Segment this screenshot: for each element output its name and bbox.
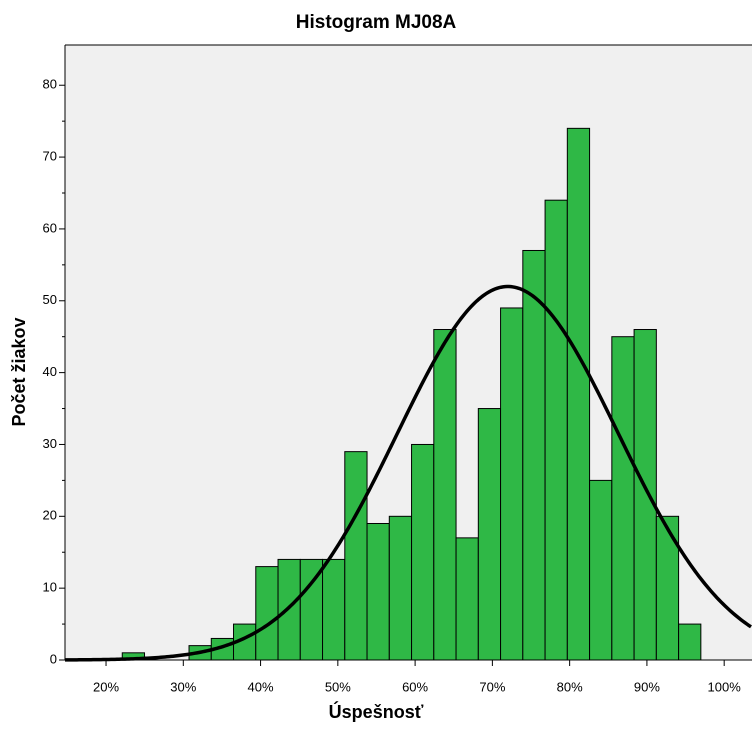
x-tick-label: 70% <box>479 679 505 694</box>
y-tick-label: 10 <box>43 580 57 595</box>
bar <box>589 479 613 661</box>
y-tick-label: 20 <box>43 508 57 523</box>
y-tick-label: 0 <box>50 651 57 666</box>
x-tick-label: 100% <box>708 679 742 694</box>
bar <box>322 558 346 661</box>
x-tick-label: 20% <box>93 679 119 694</box>
y-tick-label: 80 <box>43 77 57 92</box>
bar <box>633 329 657 661</box>
x-tick-label: 50% <box>325 679 351 694</box>
bar <box>277 558 301 661</box>
bar <box>678 623 702 661</box>
bar <box>388 515 413 661</box>
bar <box>411 443 435 661</box>
y-tick-label: 70 <box>43 149 57 164</box>
x-tick-label: 40% <box>248 679 274 694</box>
x-tick-label: 90% <box>634 679 660 694</box>
bar <box>522 249 546 661</box>
normal-curve <box>64 284 752 662</box>
bar <box>611 336 635 661</box>
x-axis-label: Úspešnosť <box>329 701 424 722</box>
y-tick-label: 60 <box>43 220 57 235</box>
bar <box>655 515 680 661</box>
y-tick-label: 30 <box>43 436 57 451</box>
y-axis-label: Počet žiakov <box>9 317 29 426</box>
y-tick-label: 50 <box>43 292 57 307</box>
x-tick-label: 30% <box>170 679 196 694</box>
chart-title: Histogram MJ08A <box>296 12 457 33</box>
bar <box>255 566 279 661</box>
bar <box>344 451 368 661</box>
bar <box>366 522 390 661</box>
bar <box>433 329 457 661</box>
x-tick-label: 60% <box>402 679 428 694</box>
bar <box>566 127 591 661</box>
bar <box>455 537 479 661</box>
bar <box>500 307 524 661</box>
y-tick-label: 40 <box>43 364 57 379</box>
bar <box>477 408 502 661</box>
x-tick-label: 80% <box>557 679 583 694</box>
bar <box>544 199 568 661</box>
